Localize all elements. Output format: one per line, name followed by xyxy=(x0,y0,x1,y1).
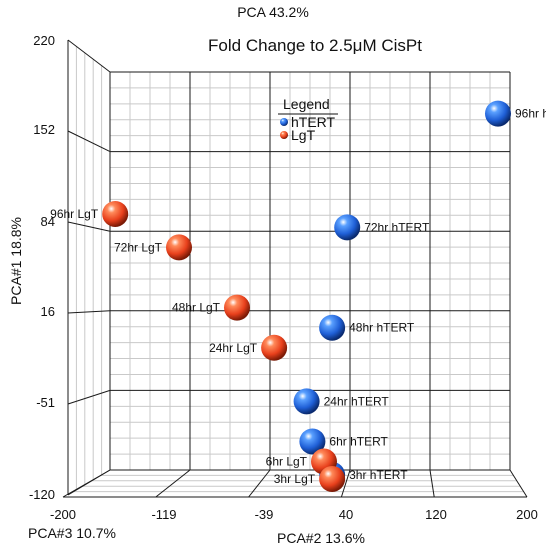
point-hTERT: 6hr hTERT xyxy=(299,428,389,455)
point-label: 48hr LgT xyxy=(172,301,221,315)
legend-marker-LgT xyxy=(280,131,288,139)
point-LgT: 96hr LgT xyxy=(50,200,129,227)
point-hTERT: 48hr hTERT xyxy=(319,314,415,341)
x-tick-label: -119 xyxy=(151,507,176,522)
legend-label-LgT: LgT xyxy=(291,127,316,143)
top-label: PCA 43.2% xyxy=(237,4,309,20)
y-tick-label: 84 xyxy=(41,214,55,229)
point-marker xyxy=(293,388,320,415)
y-tick-label: -120 xyxy=(29,487,55,502)
point-marker xyxy=(224,294,250,321)
point-hTERT: 72hr hTERT xyxy=(334,214,430,241)
point-LgT: 72hr LgT xyxy=(114,234,192,261)
x-tick-label: 120 xyxy=(425,507,447,522)
point-label: 24hr hTERT xyxy=(324,394,390,408)
y-tick-label: -51 xyxy=(36,395,55,410)
x-tick-label: 200 xyxy=(516,507,538,522)
left-wall-grid xyxy=(67,39,111,73)
x-tick-labels: -200 -119 -39 40 120 200 xyxy=(50,507,538,522)
x-tick-label: -200 xyxy=(50,507,76,522)
y-tick-label: 152 xyxy=(33,122,55,137)
y-tick-label: 16 xyxy=(41,304,55,319)
point-marker xyxy=(319,465,346,492)
point-marker xyxy=(102,200,129,227)
left-wall-grid xyxy=(67,130,111,153)
point-LgT: 3hr LgT xyxy=(274,465,346,492)
floor-grid xyxy=(340,469,351,498)
plot-box xyxy=(62,39,528,498)
floor-grid xyxy=(509,469,528,498)
legend: Legend hTERT LgT xyxy=(278,96,338,143)
y-tick-labels: 220 152 84 16 -51 -120 xyxy=(29,33,55,502)
legend-marker-hTERT xyxy=(280,118,288,126)
minor-gridlines xyxy=(72,46,524,493)
point-marker xyxy=(334,214,361,241)
point-LgT: 48hr LgT xyxy=(172,294,250,321)
floor-grid xyxy=(248,469,271,498)
point-hTERT: 24hr hTERT xyxy=(293,388,390,415)
x-tick-label: 40 xyxy=(339,507,353,522)
point-label: 48hr hTERT xyxy=(349,321,415,335)
point-hTERT: 96hr hTERT xyxy=(485,100,546,127)
point-marker xyxy=(319,314,346,341)
z-axis-label: PCA#3 10.7% xyxy=(28,525,116,541)
floor-grid xyxy=(155,469,191,498)
legend-title: Legend xyxy=(283,96,330,112)
left-wall-grid xyxy=(67,221,111,232)
floor-grid xyxy=(62,469,111,498)
left-wall-grid xyxy=(67,310,111,314)
point-marker xyxy=(485,100,511,127)
point-marker xyxy=(299,428,326,455)
point-label: 72hr hTERT xyxy=(364,220,430,234)
chart-title: Fold Change to 2.5μM CisPt xyxy=(208,36,422,55)
point-label: 6hr hTERT xyxy=(329,434,388,448)
point-label: 96hr LgT xyxy=(50,207,99,221)
legend-label-hTERT: hTERT xyxy=(291,114,336,130)
point-marker xyxy=(166,234,192,261)
point-label: 72hr LgT xyxy=(114,240,163,254)
x-axis-label: PCA#2 13.6% xyxy=(277,530,365,546)
major-gridlines xyxy=(62,39,528,498)
point-label: 96hr hTERT xyxy=(515,107,546,121)
point-LgT: 24hr LgT xyxy=(209,334,288,361)
floor-grid xyxy=(429,469,435,498)
data-points: 96hr hTERT 72hr hTERT 48hr hTERT 24hr hTERT… xyxy=(50,100,546,492)
y-axis-label: PCA#1 18.8% xyxy=(8,217,24,305)
point-marker xyxy=(261,334,288,361)
point-label: 6hr LgT xyxy=(266,455,308,469)
point-label: 24hr LgT xyxy=(209,341,258,355)
point-label: 3hr LgT xyxy=(274,472,316,486)
left-wall-grid xyxy=(67,389,111,405)
point-label: 3hr hTERT xyxy=(349,468,408,482)
y-tick-label: 220 xyxy=(33,33,55,48)
x-tick-label: -39 xyxy=(255,507,274,522)
